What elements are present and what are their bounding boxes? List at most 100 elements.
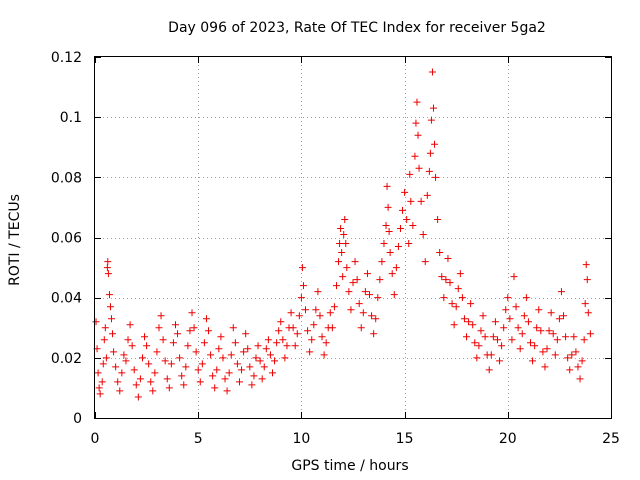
x-tick-label: 5 (194, 431, 203, 447)
data-point (372, 315, 380, 323)
data-point (444, 255, 452, 263)
data-point (363, 270, 371, 278)
data-point (114, 378, 122, 386)
data-point (217, 333, 225, 341)
data-point (353, 276, 361, 284)
data-point (583, 276, 591, 284)
data-point (498, 342, 506, 350)
data-point (194, 366, 202, 374)
data-point (560, 312, 568, 320)
data-point (287, 309, 295, 317)
data-point (291, 342, 299, 350)
data-point (116, 387, 124, 395)
data-point (151, 369, 159, 377)
data-point (266, 351, 274, 359)
data-point (456, 270, 464, 278)
y-tick-label: 0.04 (51, 291, 82, 307)
data-point (161, 357, 169, 365)
data-point (421, 258, 429, 266)
data-point (225, 369, 233, 377)
data-point (178, 372, 186, 380)
data-point (338, 249, 346, 257)
data-point (574, 363, 582, 371)
data-point (105, 291, 113, 299)
data-point (110, 348, 118, 356)
data-point (339, 273, 347, 281)
data-point (500, 324, 508, 332)
data-point (448, 300, 456, 308)
data-point (366, 291, 374, 299)
data-point (411, 152, 419, 160)
data-point (477, 327, 485, 335)
data-point (479, 312, 487, 320)
data-point (223, 387, 231, 395)
data-point (106, 303, 114, 311)
data-point (428, 68, 436, 76)
data-point (510, 273, 518, 281)
y-tick-label: 0 (73, 411, 82, 427)
axis-ticks (95, 57, 612, 419)
data-point (332, 282, 340, 290)
data-point (388, 270, 396, 278)
data-point (316, 312, 324, 320)
data-point (138, 354, 146, 362)
data-point (438, 273, 446, 281)
data-point (524, 318, 532, 326)
data-point (378, 258, 386, 266)
data-point (343, 264, 351, 272)
data-point (143, 342, 151, 350)
grid-lines (95, 57, 611, 418)
data-point (584, 309, 592, 317)
data-point (149, 387, 157, 395)
data-point (351, 258, 359, 266)
data-point (545, 327, 553, 335)
data-point (153, 348, 161, 356)
data-point (436, 249, 444, 257)
data-point (109, 330, 117, 338)
data-point (394, 243, 402, 251)
data-point (95, 384, 103, 392)
x-tick-label: 25 (602, 431, 620, 447)
data-point (289, 324, 297, 332)
data-point (413, 98, 421, 106)
data-point (254, 342, 262, 350)
data-point (229, 324, 237, 332)
data-point (557, 288, 565, 296)
data-point (132, 381, 140, 389)
data-point (297, 294, 305, 302)
data-point (460, 315, 468, 323)
data-point (547, 309, 555, 317)
data-point (518, 330, 526, 338)
data-point (487, 351, 495, 359)
data-point (304, 327, 312, 335)
data-point (376, 276, 384, 284)
chart-title: Day 096 of 2023, Rate Of TEC Index for r… (168, 20, 546, 36)
data-point (271, 357, 279, 365)
data-point (361, 288, 369, 296)
data-point (233, 360, 241, 368)
data-point (415, 164, 423, 172)
plot-frame (94, 56, 612, 419)
data-point (396, 224, 404, 232)
data-point (359, 309, 367, 317)
data-point (235, 378, 243, 386)
y-tick-label: 0.02 (51, 351, 82, 367)
data-point (342, 240, 350, 248)
data-point (335, 258, 343, 266)
data-point (295, 312, 303, 320)
data-point (586, 330, 594, 338)
data-point (283, 342, 291, 350)
data-point (159, 336, 167, 344)
data-point (386, 249, 394, 257)
data-point (537, 327, 545, 335)
axis-tick-labels: 0 5 10 15 20 25 0 0.02 0.04 0.06 0.08 0.1 0.12 (51, 50, 620, 447)
data-point (520, 312, 528, 320)
data-point (128, 342, 136, 350)
data-point (242, 330, 250, 338)
data-point (318, 333, 326, 341)
data-point (541, 363, 549, 371)
data-point (566, 366, 574, 374)
data-point (580, 336, 588, 344)
data-point (260, 363, 268, 371)
data-point (157, 312, 165, 320)
